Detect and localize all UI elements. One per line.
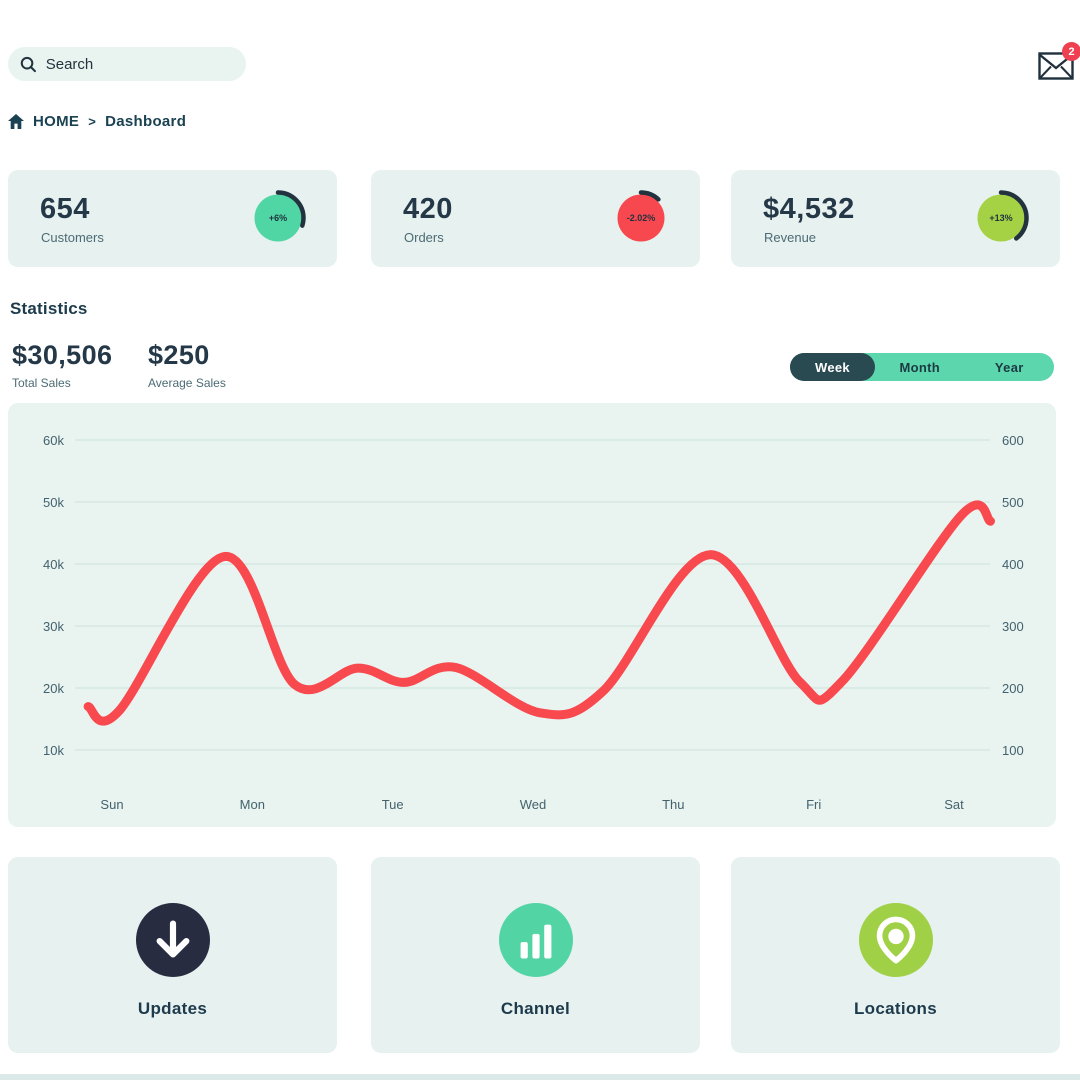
svg-text:Thu: Thu (662, 797, 684, 812)
feature-card[interactable]: Channel (371, 857, 700, 1053)
svg-text:Fri: Fri (806, 797, 821, 812)
svg-text:50k: 50k (43, 495, 64, 510)
svg-text:30k: 30k (43, 619, 64, 634)
home-icon[interactable] (8, 114, 24, 129)
trend-indicator: -2.02% (611, 188, 671, 248)
stat-label: Orders (404, 230, 444, 245)
svg-text:Sat: Sat (944, 797, 964, 812)
trend-arc (973, 190, 1029, 246)
feature-circle (498, 903, 573, 977)
total-sales-value: $30,506 (12, 340, 113, 370)
range-tab-month[interactable]: Month (875, 353, 965, 381)
feature-circle (135, 903, 210, 977)
bar-chart-icon (520, 924, 551, 959)
feature-circle (858, 903, 933, 977)
svg-text:300: 300 (1002, 619, 1024, 634)
search-input[interactable] (45, 55, 234, 73)
svg-text:500: 500 (1002, 495, 1024, 510)
stat-label: Revenue (764, 230, 817, 245)
svg-text:600: 600 (1002, 433, 1024, 448)
trend-arc (250, 190, 306, 246)
trend-indicator: +13% (971, 188, 1031, 248)
trend-delta: +13% (989, 213, 1013, 223)
search-icon (20, 56, 36, 72)
trend-delta: +6% (268, 213, 288, 223)
trend-circle-fill (977, 194, 1025, 242)
search-bar[interactable] (8, 47, 246, 81)
breadcrumb-separator: > (88, 114, 97, 129)
average-sales-value: $250 (148, 340, 210, 370)
line-chart: 60k 600 50k 500 40k 400 30k 300 20k 200 10k 100 Sun M… (43, 433, 1024, 812)
stat-value: 420 (403, 193, 453, 225)
trend-circle-fill (617, 194, 665, 242)
feature-label: Channel (500, 999, 571, 1018)
stat-card: 420 Orders -2.02% (371, 170, 700, 267)
breadcrumb: HOME > Dashboard (8, 113, 186, 130)
range-toggle: Week Month Year (790, 353, 1054, 381)
total-sales-summary: $30,506 Total Sales (12, 340, 112, 390)
svg-text:Tue: Tue (382, 797, 404, 812)
trend-delta: -2.02% (626, 213, 656, 223)
arrow-down-icon (156, 920, 189, 958)
svg-text:20k: 20k (43, 681, 64, 696)
breadcrumb-home[interactable]: HOME (33, 113, 80, 130)
total-sales-label: Total Sales (12, 376, 71, 390)
stat-card: $4,532 Revenue +13% (731, 170, 1060, 267)
notification-badge: 2 (1062, 42, 1080, 61)
svg-text:200: 200 (1002, 681, 1024, 696)
trend-circle-fill (254, 194, 302, 242)
average-sales-summary: $250 Average Sales (148, 340, 226, 390)
svg-text:100: 100 (1002, 743, 1024, 758)
svg-text:10k: 10k (43, 743, 64, 758)
stat-value: $4,532 (763, 193, 855, 225)
svg-text:Sun: Sun (100, 797, 123, 812)
feature-label: Updates (137, 999, 208, 1018)
feature-label: Locations (854, 999, 937, 1018)
trend-arc (613, 190, 669, 246)
feature-card[interactable]: Locations (731, 857, 1060, 1053)
svg-text:400: 400 (1002, 557, 1024, 572)
breadcrumb-current: Dashboard (105, 113, 187, 130)
range-tab-week[interactable]: Week (790, 353, 875, 381)
svg-text:Mon: Mon (240, 797, 265, 812)
svg-text:40k: 40k (43, 557, 64, 572)
svg-text:Wed: Wed (520, 797, 547, 812)
stat-card: 654 Customers +6% (8, 170, 337, 267)
feature-card[interactable]: Updates (8, 857, 337, 1053)
footer-strip (0, 1074, 1080, 1080)
trend-indicator: +6% (248, 188, 308, 248)
range-tab-year[interactable]: Year (965, 353, 1055, 381)
svg-text:60k: 60k (43, 433, 64, 448)
average-sales-label: Average Sales (148, 376, 226, 390)
stat-value: 654 (40, 193, 90, 225)
mail-button[interactable]: 2 (1036, 42, 1080, 86)
map-pin-icon (876, 916, 915, 964)
stat-label: Customers (41, 230, 104, 245)
statistics-heading: Statistics (10, 299, 88, 318)
sales-chart: 60k 600 50k 500 40k 400 30k 300 20k 200 10k 100 Sun M… (8, 403, 1056, 827)
